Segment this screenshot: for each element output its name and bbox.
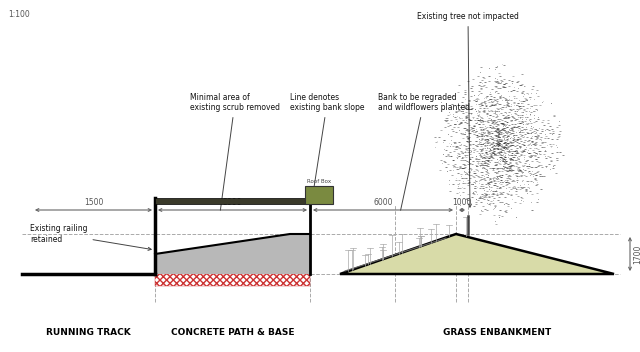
Text: Line denotes
existing bank slope: Line denotes existing bank slope	[290, 93, 365, 210]
Text: 1500: 1500	[84, 198, 103, 207]
Bar	[155, 198, 325, 204]
Text: RUNNING TRACK: RUNNING TRACK	[46, 328, 131, 337]
Text: 3000: 3000	[223, 198, 243, 207]
Text: Roof Box: Roof Box	[307, 179, 331, 184]
Text: CONCRETE PATH & BASE: CONCRETE PATH & BASE	[171, 328, 294, 337]
Bar	[305, 186, 333, 204]
Text: 6000: 6000	[373, 198, 393, 207]
Text: Minimal area of
existing scrub removed: Minimal area of existing scrub removed	[190, 93, 280, 210]
Polygon shape	[155, 234, 310, 274]
Text: Existing railing
retained: Existing railing retained	[30, 224, 151, 250]
Polygon shape	[340, 234, 614, 274]
Text: Existing tree not impacted: Existing tree not impacted	[417, 12, 519, 207]
Text: GRASS ENBANKMENT: GRASS ENBANKMENT	[443, 328, 551, 337]
Text: 1000: 1000	[452, 198, 472, 207]
Bar	[155, 274, 310, 286]
Text: 1:100: 1:100	[8, 10, 29, 19]
Text: 1700: 1700	[633, 244, 640, 264]
Text: Bank to be regraded
and wildflowers planted: Bank to be regraded and wildflowers plan…	[378, 93, 470, 210]
